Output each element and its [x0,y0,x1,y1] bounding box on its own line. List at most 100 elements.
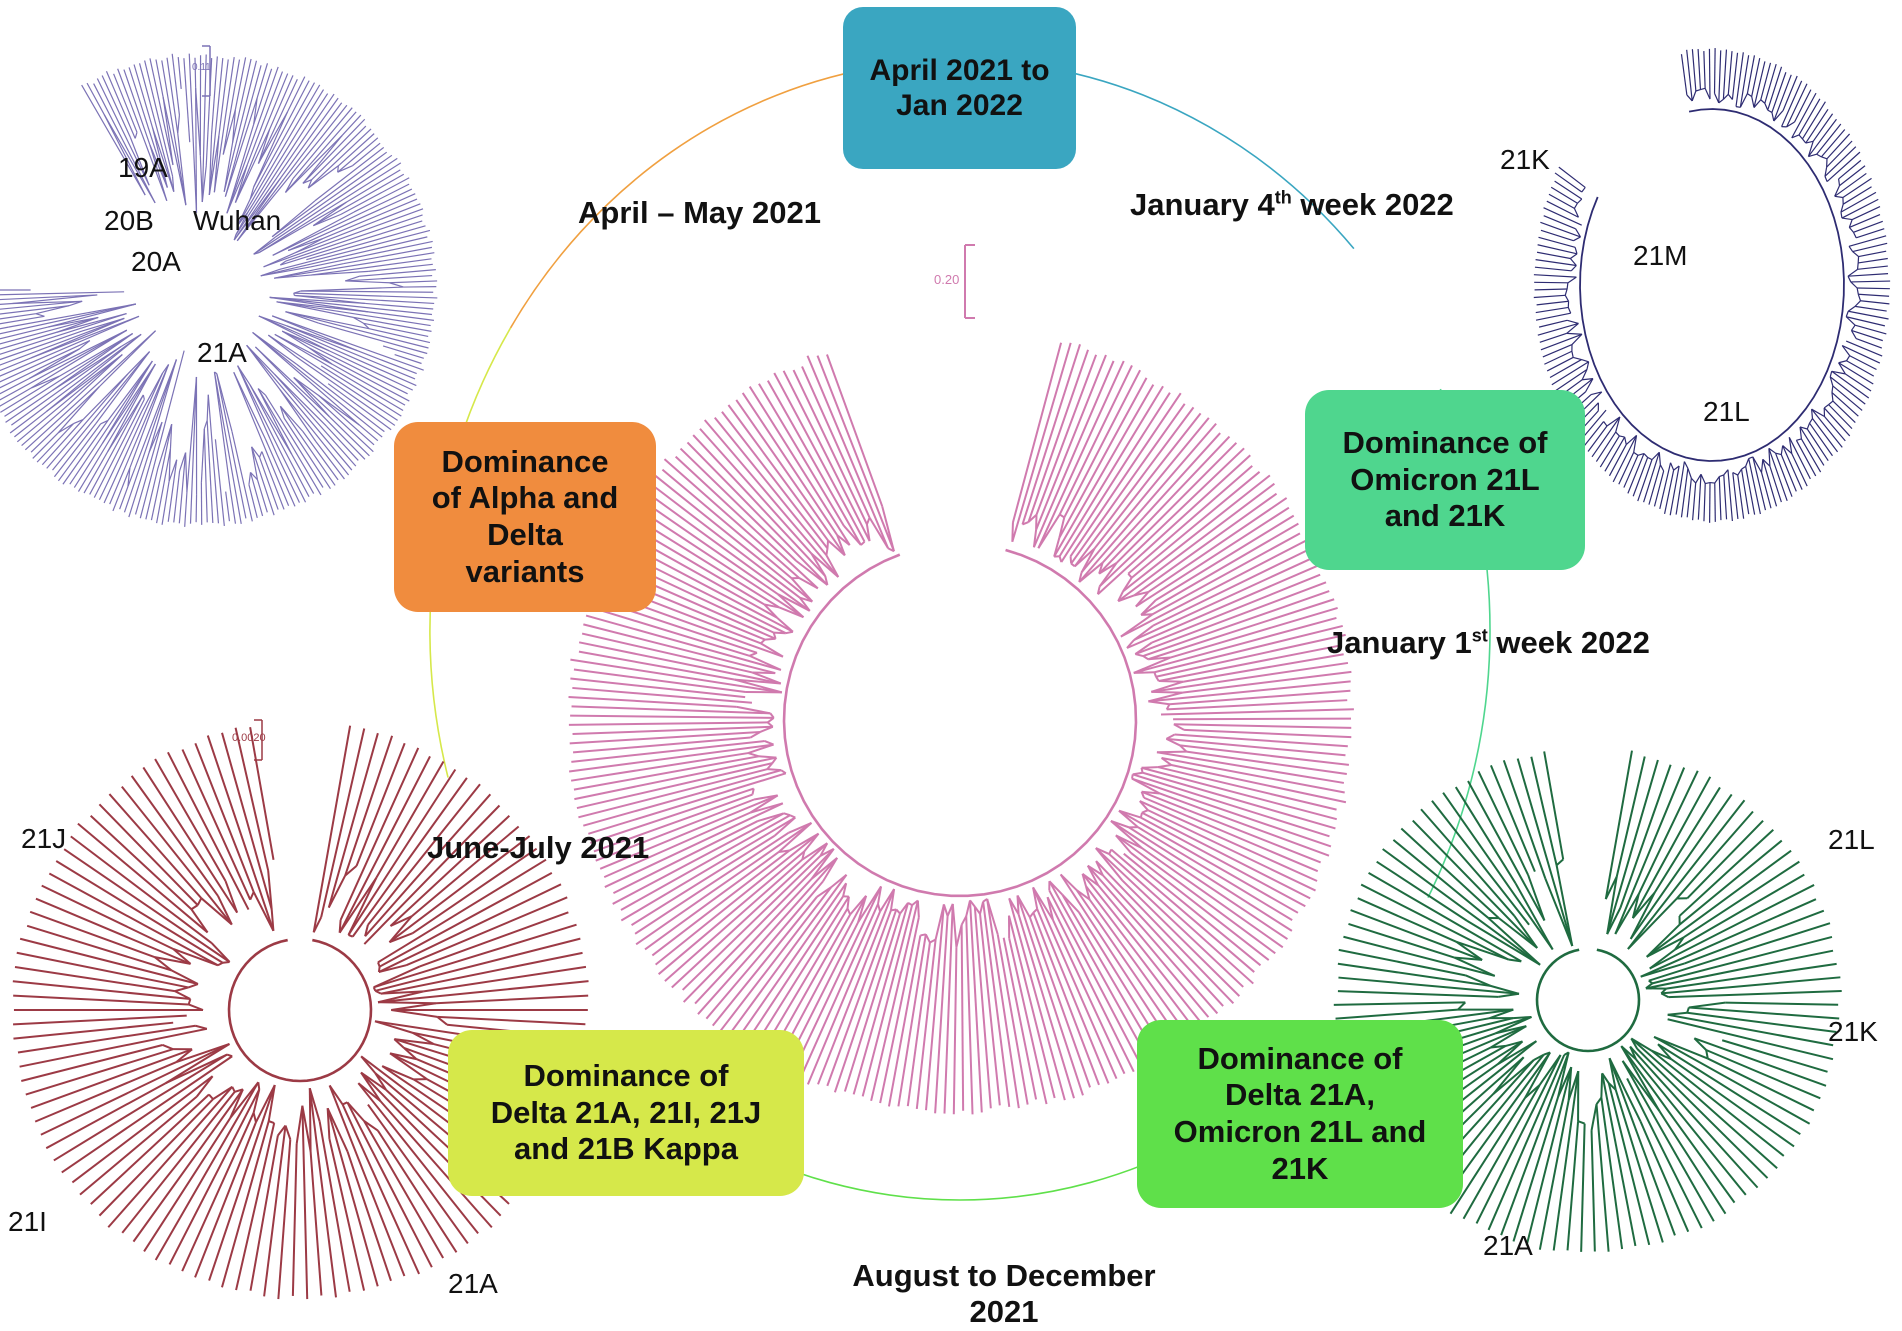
tree-connector [1692,91,1696,101]
tree-branch [1544,351,1571,364]
tree-connector [1634,452,1638,455]
tree-branch [1334,1002,1466,1005]
tree-connector [340,878,377,933]
tree-connector [1761,100,1765,104]
tree-branch [845,914,900,1092]
tree-branch [652,850,789,955]
tree-connector [848,897,849,909]
tree-connector [1571,265,1576,270]
period-jan4-suffix: week 2022 [1292,187,1454,222]
tree-branch [1537,252,1570,258]
tree-connector [1832,386,1833,393]
tree-branch [0,292,124,296]
tree-connector [1581,360,1588,362]
tree-branch [348,1152,391,1281]
tree-branch [1136,508,1289,607]
tree-branch [1723,50,1726,100]
tree-branch [347,1102,432,1267]
tree-branch [1592,1130,1595,1251]
tree-branch [1715,48,1716,93]
tree-branch [1534,295,1565,297]
tree-connector [374,966,420,987]
tree-branch [662,470,791,579]
tree-connector [1128,574,1132,578]
tree-connector [790,815,795,817]
tree-connector [201,898,231,924]
tree-connector [31,376,59,388]
tree-branch [1861,301,1890,304]
tree-branch [1338,991,1498,997]
tree-branch [1851,281,1890,282]
tree-branch [436,996,588,1004]
tree-branch [1704,51,1705,88]
stage-box-alpha-delta: Dominance of Alpha and Delta variants [394,422,656,612]
tree-branch [1547,201,1579,217]
tree-connector [260,452,262,458]
tree-connector [1671,463,1674,470]
tree-connector [1736,107,1740,108]
tree-connector [1071,556,1072,563]
tree-branch [1715,483,1716,522]
tree-connector [1648,457,1652,459]
tree-connector [1821,157,1827,159]
tree-branch [257,480,267,513]
tree-connector [1848,276,1851,282]
tree-branch [1551,187,1577,203]
tree-branch [260,457,279,509]
tree-connector [752,789,753,795]
tree-connector [1545,878,1572,946]
tree-branch [437,1017,585,1024]
tree-branch [1095,413,1201,548]
tree-branch [1762,472,1771,508]
tree-branch [222,733,272,910]
tree-branch [1649,923,1830,981]
tree-connector [1619,436,1624,437]
tree-branch [1096,861,1233,1003]
clade-label-21m: 21M [1633,240,1687,272]
tree-connector [391,1010,437,1017]
tree-connector [1851,325,1855,330]
tree-connector [767,769,781,770]
tree-branch [1539,320,1567,327]
clade-label-21k-top-right: 21K [1500,144,1550,176]
tree-branch [1028,350,1088,522]
tree-branch [122,787,232,925]
tree-connector [759,756,777,757]
tree-branch [72,1076,212,1182]
tree-connector [311,271,368,275]
tree-branch [1770,466,1781,502]
tree-branch [328,1108,378,1286]
tree-branch [570,660,781,693]
tree-branch [1393,840,1488,918]
tree-branch [1592,417,1620,457]
tree-branch [301,291,433,292]
tree-connector [1824,405,1828,408]
tree-branch [209,1085,275,1281]
tree-connector [1839,179,1840,186]
tree-connector [918,901,919,918]
tree-connector [1625,437,1627,445]
tree-branch [1641,1122,1689,1232]
clade-label-21i: 21I [8,1206,47,1238]
tree-branch [1732,53,1737,100]
tree-connector [1567,283,1568,289]
tree-connector [1696,90,1701,91]
tree-connector [848,909,851,915]
tree-branch [1478,771,1528,875]
tree-branch [222,1121,269,1287]
tree-connector [1528,875,1544,921]
tree-connector [1858,263,1859,269]
tree-branch [27,926,171,971]
tree-branch [1054,385,1153,557]
tree-branch [383,346,424,358]
tree-branch [962,925,963,1111]
tree-connector [1847,356,1850,361]
tree-branch [254,69,272,124]
tree-connector [1839,361,1847,363]
tree-connector [765,639,776,640]
tree-connector [297,1106,303,1144]
tree-connector [774,633,786,634]
tree-connector [1604,422,1607,427]
tree-branch [1728,51,1732,94]
